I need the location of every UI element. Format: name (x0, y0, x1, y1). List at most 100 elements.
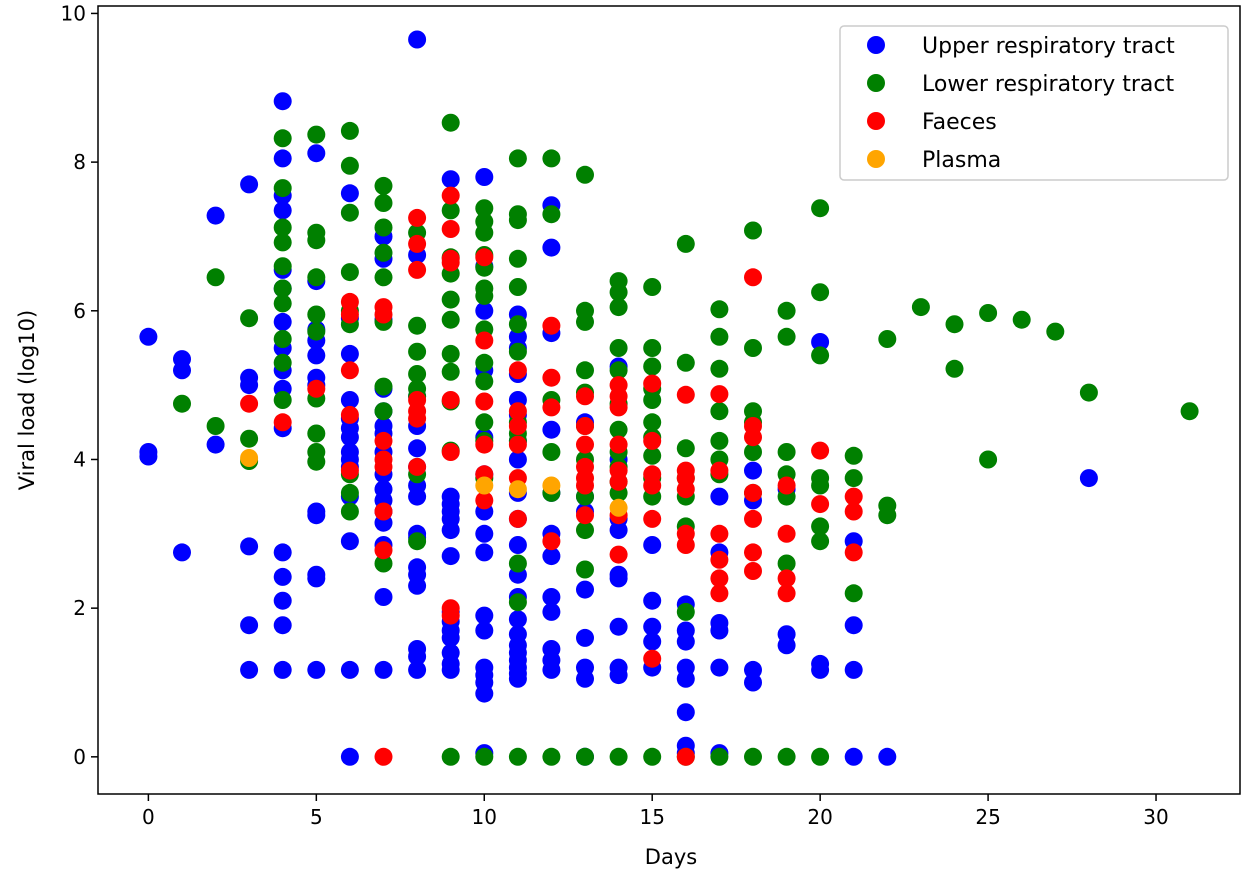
data-point (676, 602, 695, 621)
data-point (643, 391, 662, 409)
data-point (576, 312, 594, 331)
data-point (273, 201, 292, 220)
legend-label: Upper respiratory tract (922, 34, 1175, 59)
data-point (542, 398, 561, 417)
data-point (307, 125, 326, 144)
x-tick-label: 30 (1143, 805, 1168, 829)
data-point (273, 312, 292, 331)
data-point (307, 268, 326, 287)
data-point (307, 322, 326, 341)
data-point (374, 377, 393, 396)
data-point (710, 658, 729, 677)
data-point (676, 632, 695, 651)
data-point (844, 616, 863, 635)
data-point (676, 439, 695, 458)
data-point (340, 461, 359, 480)
data-point (676, 536, 695, 554)
data-point (777, 327, 796, 346)
legend-label: Faeces (922, 110, 997, 135)
data-point (408, 234, 427, 253)
data-point (643, 476, 662, 495)
data-point (441, 253, 460, 272)
data-point (173, 394, 191, 413)
data-point (340, 156, 359, 175)
data-point (744, 443, 762, 461)
data-point (576, 476, 594, 495)
data-point (340, 660, 359, 679)
data-point (576, 521, 594, 540)
data-point (811, 517, 830, 536)
data-point (273, 92, 292, 111)
data-point (508, 669, 527, 688)
data-point (676, 385, 695, 404)
data-point (475, 286, 494, 305)
data-point (441, 628, 460, 647)
data-point (643, 617, 662, 636)
data-point (475, 392, 494, 411)
data-point (475, 331, 494, 350)
data-point (374, 541, 393, 560)
data-point (307, 569, 326, 588)
data-point (307, 660, 326, 679)
data-point (307, 231, 326, 250)
data-point (878, 747, 897, 766)
data-point (340, 361, 359, 380)
data-point (441, 186, 460, 205)
data-point (844, 469, 863, 488)
data-point (609, 361, 628, 380)
data-point (844, 584, 863, 603)
data-point (441, 443, 460, 461)
data-point (273, 233, 292, 252)
y-tick-label: 10 (61, 1, 86, 25)
data-point (576, 669, 594, 688)
data-point (408, 532, 427, 551)
data-point (340, 263, 359, 282)
data-point (408, 439, 427, 458)
data-point (710, 300, 729, 319)
data-point (273, 616, 292, 635)
data-point (542, 238, 561, 257)
data-point (240, 449, 259, 467)
data-point (609, 298, 628, 317)
data-point (609, 666, 628, 685)
data-point (744, 339, 762, 357)
data-point (710, 327, 729, 346)
data-point (240, 660, 259, 679)
data-point (441, 362, 460, 381)
x-tick-label: 20 (807, 805, 832, 829)
data-point (811, 283, 830, 302)
data-point (576, 361, 594, 380)
data-point (374, 194, 393, 212)
data-point (744, 221, 762, 240)
data-point (508, 211, 527, 230)
data-point (576, 417, 594, 435)
data-point (643, 649, 662, 668)
data-point (777, 569, 796, 588)
data-point (475, 524, 494, 543)
data-point (408, 457, 427, 476)
data-point (542, 747, 561, 766)
data-point (408, 30, 427, 49)
data-point (811, 660, 830, 679)
data-point (307, 424, 326, 443)
data-point (441, 290, 460, 309)
data-point (1079, 383, 1098, 402)
data-point (643, 509, 662, 528)
data-point (508, 554, 527, 573)
data-point (340, 305, 359, 324)
data-point (643, 374, 662, 393)
data-point (508, 593, 527, 612)
data-point (744, 543, 762, 562)
data-point (240, 616, 259, 635)
data-point (475, 606, 494, 625)
data-point (273, 218, 292, 237)
data-point (744, 660, 762, 679)
data-point (844, 487, 863, 506)
data-point (240, 537, 259, 556)
data-point (441, 521, 460, 540)
data-point (340, 483, 359, 502)
data-point (475, 491, 494, 510)
y-axis-label: Viral load (log10) (15, 310, 39, 490)
data-point (374, 268, 393, 287)
